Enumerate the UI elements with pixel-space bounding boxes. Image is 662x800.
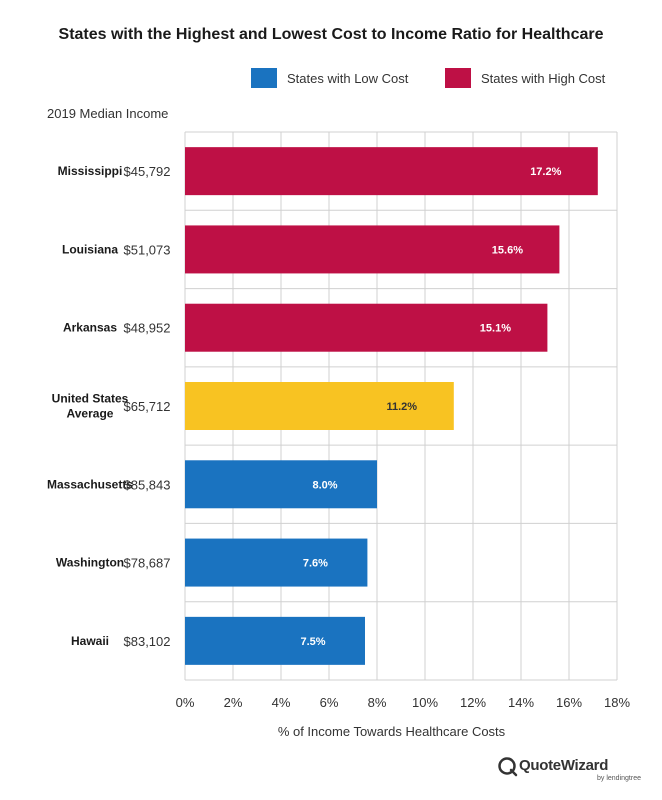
bar xyxy=(185,147,598,196)
income-value: $51,073 xyxy=(124,242,171,257)
bar-value-label: 8.0% xyxy=(312,479,337,491)
bar xyxy=(185,382,454,430)
bar-value-label: 7.6% xyxy=(303,558,328,570)
x-tick-label: 12% xyxy=(460,695,486,710)
x-tick-label: 18% xyxy=(604,695,630,710)
category-label: Hawaii xyxy=(71,634,109,648)
legend-item-low-cost: States with Low Cost xyxy=(251,68,408,88)
legend-label-high-cost: States with High Cost xyxy=(481,70,606,86)
legend-swatch-low-cost xyxy=(251,68,277,88)
category-label: Washington xyxy=(56,556,124,570)
chart-title: States with the Highest and Lowest Cost … xyxy=(58,26,604,43)
x-tick-label: 16% xyxy=(556,695,582,710)
x-axis-title: % of Income Towards Healthcare Costs xyxy=(277,724,506,739)
bar-value-label: 15.1% xyxy=(480,323,511,335)
category-label: United States xyxy=(52,392,129,406)
bar-value-label: 11.2% xyxy=(387,401,418,413)
category-label: Arkansas xyxy=(63,321,117,335)
bar-value-label: 15.6% xyxy=(492,244,523,256)
income-value: $83,102 xyxy=(124,634,171,649)
income-value: $65,712 xyxy=(124,399,171,414)
bar-value-label: 7.5% xyxy=(300,636,325,648)
bar xyxy=(185,538,368,587)
income-value: $45,792 xyxy=(124,164,171,179)
income-value: $85,843 xyxy=(124,477,171,492)
legend-label-low-cost: States with Low Cost xyxy=(287,70,409,86)
quotewizard-logo-icon xyxy=(498,757,518,777)
category-label: Average xyxy=(67,407,114,421)
legend-item-high-cost: States with High Cost xyxy=(445,68,605,88)
bar xyxy=(185,460,377,509)
bar xyxy=(185,225,560,274)
category-label: Louisiana xyxy=(62,242,118,256)
x-tick-label: 8% xyxy=(368,695,387,710)
x-tick-label: 14% xyxy=(508,695,534,710)
x-tick-label: 2% xyxy=(224,695,243,710)
bar-value-label: 17.2% xyxy=(530,166,561,178)
x-tick-label: 6% xyxy=(320,695,339,710)
x-tick-label: 0% xyxy=(176,695,195,710)
income-column-header: 2019 Median Income xyxy=(47,106,169,121)
bar xyxy=(185,303,548,352)
bar xyxy=(185,616,365,665)
income-value: $78,687 xyxy=(124,556,171,571)
brand-sub: by lendingtree xyxy=(597,775,641,782)
category-label: Mississippi xyxy=(58,164,123,178)
x-tick-label: 10% xyxy=(412,695,438,710)
income-value: $48,952 xyxy=(124,321,171,336)
quotewizard-logo: QuoteWizard by lendingtree xyxy=(497,755,647,785)
category-label: Massachusetts xyxy=(47,477,133,491)
brand-name: QuoteWizard xyxy=(519,757,609,774)
x-tick-label: 4% xyxy=(272,695,291,710)
legend-swatch-high-cost xyxy=(445,68,471,88)
